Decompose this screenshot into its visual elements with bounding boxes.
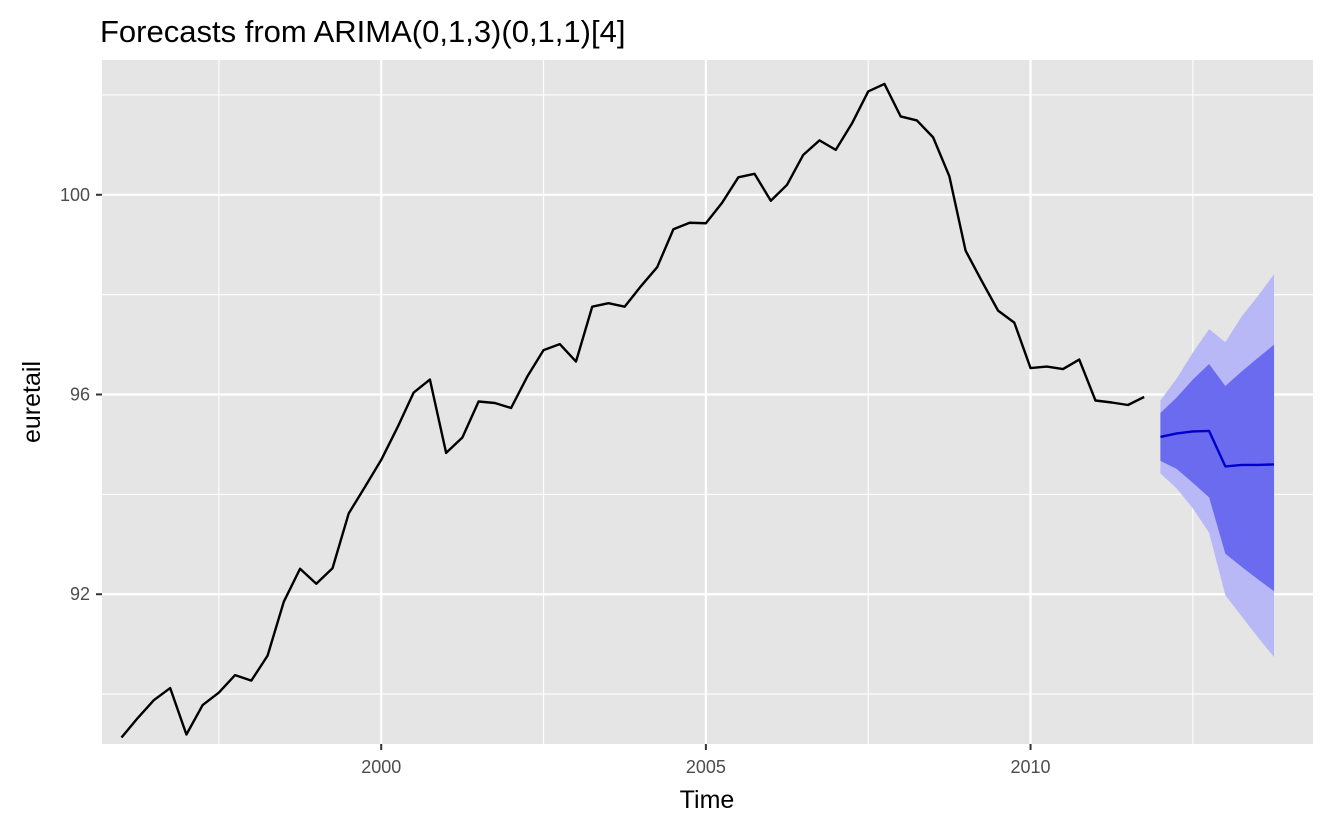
chart-title: Forecasts from ARIMA(0,1,3)(0,1,1)[4] [100, 14, 625, 49]
x-axis: 2000 2005 2010 [361, 744, 1051, 777]
forecast-mean-line [1160, 429, 1275, 468]
major-gridlines [102, 60, 1313, 744]
minor-gridlines [102, 60, 1313, 744]
forecast-band-80 [1160, 344, 1275, 592]
x-axis-title: Time [680, 786, 735, 814]
data-lines [120, 82, 1275, 739]
observed-series-line-0 [120, 82, 1145, 739]
x-tick-label-0: 2000 [361, 757, 401, 777]
forecast-intervals [1160, 274, 1275, 658]
y-tick-label-2: 100 [60, 185, 90, 205]
y-axis: 92 96 100 [60, 185, 102, 604]
y-axis-title: euretail [18, 361, 46, 443]
x-tick-label-2: 2010 [1011, 757, 1051, 777]
y-tick-label-1: 96 [70, 385, 90, 405]
x-tick-label-1: 2005 [686, 757, 726, 777]
y-tick-label-0: 92 [70, 584, 90, 604]
